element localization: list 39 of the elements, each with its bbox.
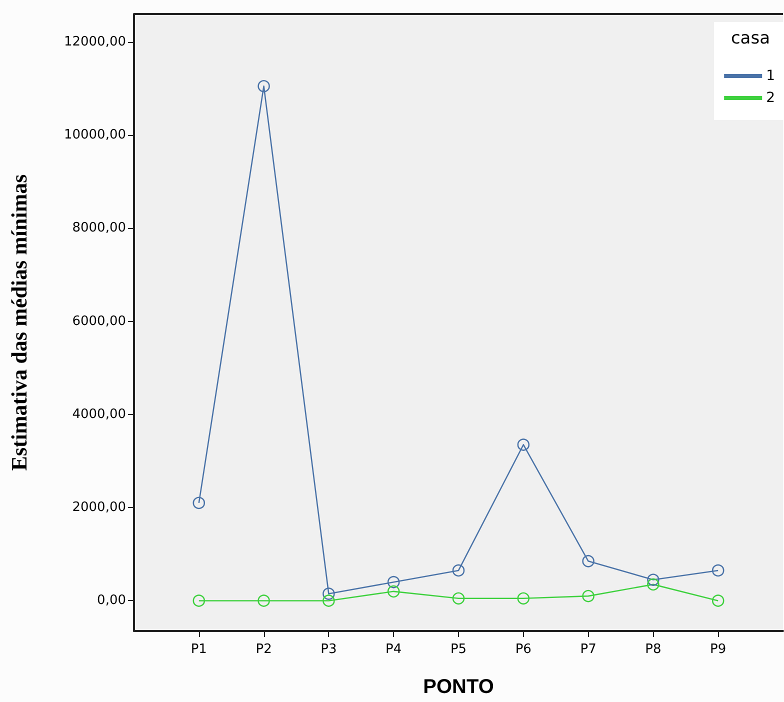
x-tick-label: P5 [450, 642, 467, 657]
point [258, 594, 270, 607]
point [452, 592, 465, 605]
x-tick-label: P8 [645, 642, 662, 657]
x-tick-label: P6 [515, 642, 532, 657]
point [582, 555, 594, 568]
legend-label: 1 [766, 68, 776, 84]
y-tick-label: 6000,00 [72, 314, 126, 329]
x-tick-label: P9 [710, 642, 726, 657]
point [192, 496, 206, 510]
point [647, 574, 660, 586]
x-axis-title: PONTO [423, 676, 494, 698]
legend-title: casa [730, 28, 770, 48]
point [322, 594, 335, 607]
x-tick-label: P7 [580, 642, 596, 657]
y-tick-label: 12000,00 [64, 34, 126, 50]
point [582, 590, 594, 602]
y-tick-label: 4000,00 [72, 406, 126, 422]
point [192, 594, 206, 607]
point [452, 564, 465, 577]
point [647, 578, 660, 591]
point [712, 594, 724, 607]
y-tick-label: 10000,00 [64, 128, 126, 143]
point [517, 592, 530, 605]
x-tick-label: P1 [190, 642, 207, 657]
x-tick-label: P2 [256, 642, 272, 657]
point [517, 438, 530, 451]
y-tick-label: 8000,00 [72, 220, 126, 236]
legend-label: 2 [766, 90, 776, 106]
point [322, 588, 335, 600]
x-tick-label: P4 [386, 642, 402, 657]
y-axis-title: Estimativa das médias mínimas [6, 174, 32, 471]
y-tick-label: 0,00 [97, 593, 126, 608]
point [387, 576, 400, 588]
point [387, 585, 400, 598]
x-tick-label: P3 [320, 642, 337, 657]
point [258, 80, 270, 92]
point [712, 564, 724, 577]
y-tick-label: 2000,00 [72, 500, 126, 516]
